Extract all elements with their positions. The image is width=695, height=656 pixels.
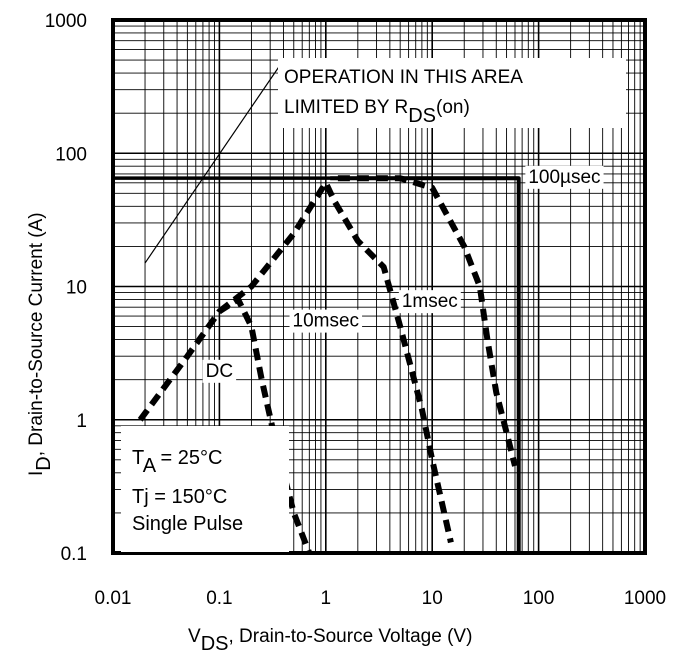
y-axis-title: ID, Drain-to-Source Current (A)	[26, 212, 55, 476]
series-100-sec-line	[330, 176, 521, 553]
annotation-background	[278, 58, 626, 128]
series-labels: 100µsec 1msec 10msec DC	[202, 165, 604, 383]
series-10msec-label-background	[289, 309, 363, 333]
y-tick-label: 1000	[45, 11, 87, 32]
series-dc-label: DC	[206, 361, 233, 382]
y-tick-labels: 0.1 1 10 100 1000	[45, 11, 87, 565]
junction-temperature-label: Tj = 150°C	[132, 486, 227, 508]
series-1msec-label: 1msec	[402, 291, 458, 312]
series-dc-label-background	[202, 359, 237, 383]
conditions-background	[121, 426, 289, 552]
series-dc-line	[137, 296, 313, 555]
x-tick-label: 1	[321, 588, 332, 609]
rds-on-limit-line	[144, 59, 284, 264]
x-tick-labels: 0.01 0.1 1 10 100 1000	[95, 588, 667, 609]
series-layer	[137, 175, 521, 555]
x-tick-label: 0.1	[206, 588, 232, 609]
y-tick-label: 100	[55, 144, 87, 165]
series-100-sec-label-background	[525, 165, 604, 189]
x-tick-label: 0.01	[95, 588, 132, 609]
y-tick-label: 0.1	[61, 544, 87, 565]
series-10msec-line	[217, 179, 454, 544]
series-100-sec-label: 100µsec	[528, 167, 600, 188]
annotation-line-2: LIMITED BY RDS(on)	[284, 97, 470, 127]
series-1msec-label-background	[398, 290, 461, 314]
ambient-temperature-label: TA = 25°C	[132, 447, 222, 477]
series-1msec-line	[337, 175, 518, 467]
y-tick-label: 1	[76, 411, 87, 432]
pulse-label: Single Pulse	[132, 513, 243, 535]
y-tick-label: 10	[66, 278, 87, 299]
plot-frame	[111, 18, 647, 555]
x-tick-label: 1000	[624, 588, 666, 609]
annotation-line-1: OPERATION IN THIS AREA	[284, 67, 523, 88]
x-tick-label: 100	[523, 588, 555, 609]
x-axis-title: VDS, Drain-to-Source Voltage (V)	[188, 626, 472, 655]
x-tick-label: 10	[422, 588, 443, 609]
series-10msec-label: 10msec	[293, 311, 360, 332]
